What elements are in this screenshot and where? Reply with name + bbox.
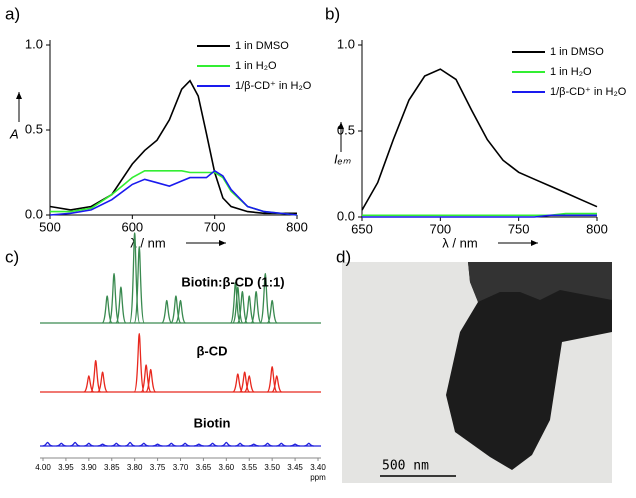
peak [162,301,172,324]
panel-label: d) [336,247,351,266]
peak [98,372,108,392]
x-tick-label: 4.00 [35,463,51,472]
legend-label: 1 in H₂O [550,66,592,78]
series-label: β-CD [196,343,227,358]
x-tick-label: 3.45 [287,463,303,472]
x-tick-label: 650 [351,221,373,236]
x-tick-label: 3.70 [173,463,189,472]
panel-label: c) [5,247,19,266]
scale-bar-label: 500 nm [382,459,429,474]
x-tick-label: 3.95 [58,463,74,472]
legend-label: 1 in H₂O [235,60,277,72]
x-tick-label: 600 [121,219,143,234]
peak [251,292,261,324]
y-axis-label: Iₑₘ [334,151,352,166]
legend-label: 1 in DMSO [550,46,604,58]
x-axis-label: λ / nm [442,235,477,250]
panel-label: b) [325,4,340,23]
peak [134,334,144,393]
y-tick-label: 1.0 [337,36,355,51]
x-tick-label: 3.90 [81,463,97,472]
legend-label: 1/β-CD⁺ in H₂O [550,86,627,98]
line-series [50,171,297,215]
x-tick-label: 3.40 [310,463,326,472]
figure: 500 nm d) a)0.00.51.0500600700800λ / nmA… [0,0,636,498]
x-tick-label: 3.65 [196,463,212,472]
legend-label: 1/β-CD⁺ in H₂O [235,80,312,92]
y-tick-label: 1.0 [25,36,43,51]
y-axis-label: A [9,126,19,141]
x-tick-label: 500 [39,219,61,234]
x-tick-label: 3.60 [219,463,235,472]
peak [267,301,277,324]
y-tick-label: 0.5 [337,122,355,137]
x-tick-label: 3.55 [241,463,257,472]
x-axis-label: ppm [310,473,326,482]
x-tick-label: 3.80 [127,463,143,472]
x-tick-label: 3.85 [104,463,120,472]
x-tick-label: 700 [429,221,451,236]
x-tick-label: 3.50 [264,463,280,472]
x-tick-label: 800 [586,221,608,236]
series-label: Biotin:β-CD (1:1) [181,274,284,289]
x-tick-label: 3.75 [150,463,166,472]
panel-label: a) [5,4,20,23]
peak [116,287,126,323]
x-tick-label: 700 [204,219,226,234]
peak [91,361,101,393]
series-label: Biotin [194,415,231,430]
peak [109,274,119,324]
line-series [50,81,297,214]
y-tick-label: 0.5 [25,121,43,136]
legend-label: 1 in DMSO [235,40,289,52]
x-tick-label: 750 [508,221,530,236]
x-tick-label: 800 [286,219,308,234]
